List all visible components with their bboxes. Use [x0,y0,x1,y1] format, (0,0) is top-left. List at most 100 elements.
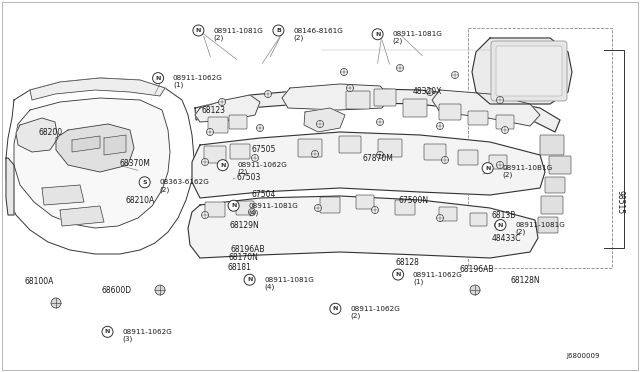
Text: 08911-1081G: 08911-1081G [515,222,565,228]
FancyBboxPatch shape [470,213,487,226]
Circle shape [217,160,228,171]
Text: 98515: 98515 [615,190,624,214]
Text: 48320X: 48320X [413,87,442,96]
Text: 67503: 67503 [237,173,261,182]
FancyBboxPatch shape [540,135,564,155]
FancyBboxPatch shape [439,104,461,120]
Circle shape [202,212,209,218]
Circle shape [152,73,164,84]
Text: (2): (2) [392,38,403,45]
Circle shape [372,29,383,40]
FancyBboxPatch shape [346,91,370,109]
Polygon shape [188,196,538,258]
Circle shape [397,64,403,71]
Text: 48433C: 48433C [492,234,521,243]
FancyBboxPatch shape [538,217,558,233]
Text: 08911-10B1G: 08911-10B1G [502,165,553,171]
Text: N: N [498,222,503,228]
Polygon shape [304,108,345,132]
Text: (2): (2) [159,186,170,193]
Text: 08146-8161G: 08146-8161G [293,28,343,33]
Text: 68210A: 68210A [125,196,155,205]
Circle shape [202,158,209,166]
Circle shape [51,298,61,308]
Circle shape [502,126,509,134]
Circle shape [470,285,480,295]
FancyBboxPatch shape [541,196,563,214]
Text: 08911-1081G: 08911-1081G [264,277,314,283]
Circle shape [495,219,506,231]
Circle shape [497,96,504,103]
Circle shape [218,99,225,106]
FancyBboxPatch shape [489,155,507,169]
Text: 68600D: 68600D [101,286,131,295]
Polygon shape [42,185,84,205]
Text: 68128N: 68128N [511,276,540,285]
Circle shape [426,89,433,96]
Text: 08911-1062G: 08911-1062G [237,162,287,168]
Text: (2): (2) [293,34,303,41]
Text: (2): (2) [350,312,360,319]
FancyBboxPatch shape [378,139,402,157]
FancyBboxPatch shape [549,156,571,174]
FancyBboxPatch shape [496,46,562,96]
FancyBboxPatch shape [205,202,225,217]
Polygon shape [192,132,545,198]
FancyBboxPatch shape [468,111,488,125]
FancyBboxPatch shape [439,207,457,221]
Polygon shape [432,90,540,126]
Polygon shape [30,78,165,100]
Text: (2): (2) [515,229,525,235]
Circle shape [495,221,502,228]
Text: N: N [156,76,161,81]
Circle shape [392,269,404,280]
Text: N: N [231,203,236,208]
Text: N: N [105,329,110,334]
Text: (2): (2) [213,34,223,41]
Text: (4): (4) [264,283,275,290]
Circle shape [257,125,264,131]
FancyBboxPatch shape [230,144,250,159]
Text: 67505: 67505 [252,145,276,154]
Circle shape [264,90,271,97]
Polygon shape [282,84,390,110]
FancyBboxPatch shape [458,150,478,165]
Circle shape [314,205,321,212]
FancyBboxPatch shape [403,99,427,117]
Text: 68128: 68128 [396,258,419,267]
Polygon shape [60,206,104,226]
Text: 67870M: 67870M [363,154,394,163]
Text: 08911-1081G: 08911-1081G [392,31,442,37]
Circle shape [482,163,493,174]
Text: 67504: 67504 [252,190,276,199]
Circle shape [340,68,348,76]
Circle shape [346,84,353,92]
FancyBboxPatch shape [424,144,446,160]
Circle shape [442,157,449,164]
Circle shape [248,208,255,215]
Circle shape [244,274,255,285]
Text: B: B [276,28,281,33]
Polygon shape [14,98,170,228]
Text: 68181: 68181 [228,263,252,272]
Polygon shape [16,118,58,152]
Text: 08911-1062G: 08911-1062G [350,306,400,312]
Circle shape [273,25,284,36]
Text: 08911-1081G: 08911-1081G [213,28,263,33]
Polygon shape [195,95,260,122]
Circle shape [451,71,458,78]
FancyBboxPatch shape [374,89,396,106]
Text: N: N [220,163,225,168]
Polygon shape [104,135,126,155]
FancyBboxPatch shape [236,201,254,215]
Circle shape [139,177,150,188]
Circle shape [207,128,214,135]
Text: 6813B: 6813B [492,211,516,220]
Text: N: N [333,306,338,311]
FancyBboxPatch shape [339,136,361,153]
Circle shape [376,119,383,125]
Circle shape [436,215,444,221]
Text: 68370M: 68370M [120,159,150,168]
Circle shape [228,200,239,211]
FancyBboxPatch shape [298,139,322,157]
